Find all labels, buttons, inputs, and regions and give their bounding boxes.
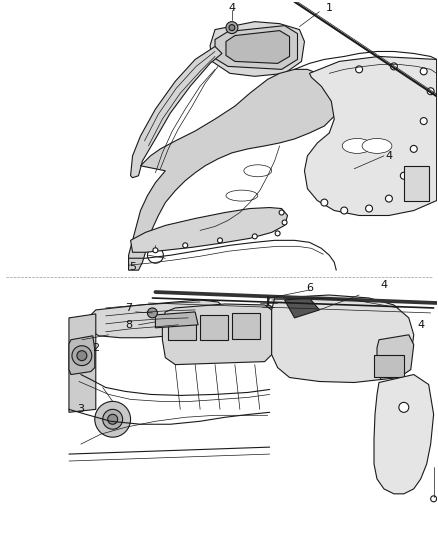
Polygon shape — [131, 46, 222, 177]
Text: 5: 5 — [129, 262, 136, 272]
Circle shape — [400, 172, 407, 179]
Bar — [232, 313, 260, 339]
Circle shape — [148, 247, 163, 263]
Circle shape — [77, 351, 87, 361]
Bar — [200, 315, 228, 340]
Circle shape — [356, 66, 363, 73]
Ellipse shape — [226, 190, 258, 201]
Ellipse shape — [342, 139, 372, 154]
Circle shape — [108, 414, 118, 424]
Circle shape — [148, 308, 157, 318]
Polygon shape — [162, 304, 272, 365]
Bar — [374, 354, 404, 376]
Text: 3: 3 — [78, 405, 85, 414]
Polygon shape — [285, 298, 319, 318]
Polygon shape — [131, 207, 288, 252]
Circle shape — [420, 118, 427, 125]
Polygon shape — [129, 69, 334, 270]
Circle shape — [95, 401, 131, 437]
Text: 7: 7 — [125, 303, 132, 313]
Circle shape — [263, 305, 273, 315]
Polygon shape — [69, 336, 95, 375]
Text: 4: 4 — [417, 320, 424, 330]
Circle shape — [103, 409, 123, 429]
Circle shape — [279, 210, 284, 215]
Circle shape — [420, 68, 427, 75]
Circle shape — [366, 205, 373, 212]
Circle shape — [252, 234, 257, 239]
Text: 4: 4 — [380, 280, 388, 290]
Circle shape — [282, 220, 287, 225]
Text: 4: 4 — [385, 151, 392, 161]
Circle shape — [390, 63, 397, 70]
Ellipse shape — [362, 139, 392, 154]
Bar — [404, 166, 429, 200]
Bar — [168, 318, 196, 340]
Circle shape — [341, 207, 348, 214]
Polygon shape — [377, 335, 414, 379]
Text: 4: 4 — [228, 3, 236, 13]
Circle shape — [399, 402, 409, 413]
Circle shape — [410, 146, 417, 152]
Polygon shape — [215, 26, 297, 69]
Polygon shape — [69, 314, 96, 413]
Polygon shape — [272, 295, 414, 383]
Circle shape — [226, 22, 238, 34]
Circle shape — [321, 199, 328, 206]
Polygon shape — [304, 56, 437, 215]
Polygon shape — [210, 22, 304, 76]
Ellipse shape — [244, 165, 272, 177]
Text: 1: 1 — [326, 3, 333, 13]
Circle shape — [183, 243, 188, 248]
Text: 6: 6 — [306, 283, 313, 293]
Circle shape — [385, 195, 392, 202]
Polygon shape — [88, 300, 225, 338]
Polygon shape — [226, 30, 290, 63]
Circle shape — [218, 238, 223, 243]
Circle shape — [153, 248, 158, 253]
Polygon shape — [374, 375, 434, 494]
Circle shape — [275, 231, 280, 236]
Circle shape — [229, 25, 235, 30]
Circle shape — [72, 346, 92, 366]
Text: 2: 2 — [92, 343, 99, 353]
Circle shape — [431, 496, 437, 502]
Circle shape — [427, 88, 434, 95]
Text: 8: 8 — [125, 320, 132, 330]
Polygon shape — [155, 312, 198, 328]
